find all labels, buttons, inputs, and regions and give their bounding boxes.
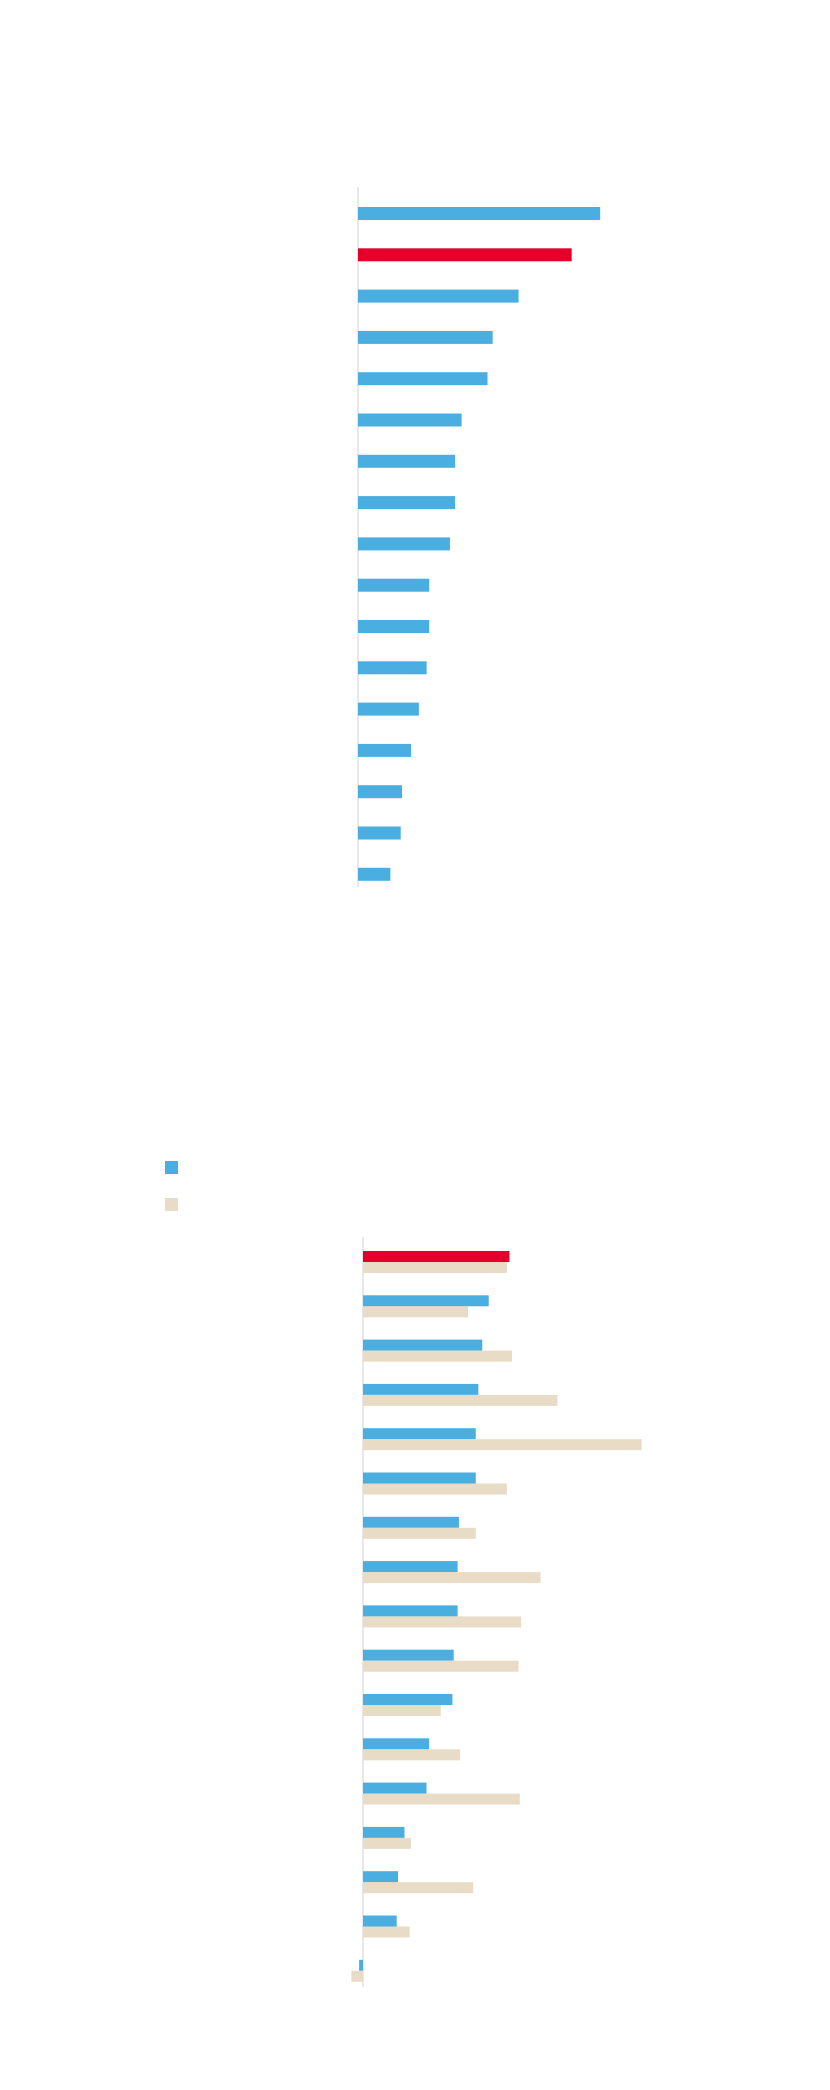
bar (363, 1428, 476, 1440)
legend-swatch (165, 1161, 178, 1174)
bar (363, 1251, 510, 1262)
bar (363, 1439, 642, 1451)
bar (358, 620, 430, 633)
bar (363, 1339, 483, 1351)
bar (363, 1738, 430, 1750)
bar (358, 702, 419, 716)
bar (363, 1527, 476, 1539)
bar (359, 1959, 363, 1971)
bar (363, 1826, 405, 1838)
bar (358, 372, 488, 386)
bar (358, 578, 430, 592)
bar (363, 1660, 519, 1672)
legend-swatch (165, 1198, 178, 1211)
bar (358, 330, 493, 344)
bar (363, 1882, 474, 1894)
bar (363, 1616, 522, 1628)
bar (363, 1749, 461, 1761)
bar (363, 1472, 476, 1484)
bar (363, 1694, 453, 1705)
bar (358, 826, 401, 840)
bar (363, 1605, 458, 1617)
bar (363, 1350, 513, 1362)
bar (358, 248, 572, 262)
bar (363, 1295, 489, 1307)
bar (363, 1782, 427, 1794)
bar (363, 1572, 541, 1584)
bar (363, 1516, 459, 1528)
bar (351, 1970, 363, 1982)
bar (358, 454, 456, 468)
bar (358, 785, 403, 799)
bar (358, 413, 462, 427)
bar (363, 1561, 458, 1573)
bar (363, 1383, 479, 1395)
bar (358, 496, 456, 510)
bar (358, 289, 519, 303)
bar (358, 867, 391, 881)
bar (358, 661, 427, 675)
bar (363, 1837, 411, 1849)
bar (358, 207, 601, 220)
bar (363, 1915, 397, 1927)
bar (363, 1793, 520, 1805)
bar (363, 1705, 441, 1716)
bar (363, 1483, 507, 1495)
bar (363, 1262, 507, 1273)
bar (358, 743, 412, 757)
bar (363, 1306, 468, 1318)
bar (363, 1871, 398, 1883)
bar (363, 1926, 410, 1938)
bar (358, 537, 450, 551)
bar (363, 1649, 454, 1661)
bar (363, 1394, 558, 1406)
